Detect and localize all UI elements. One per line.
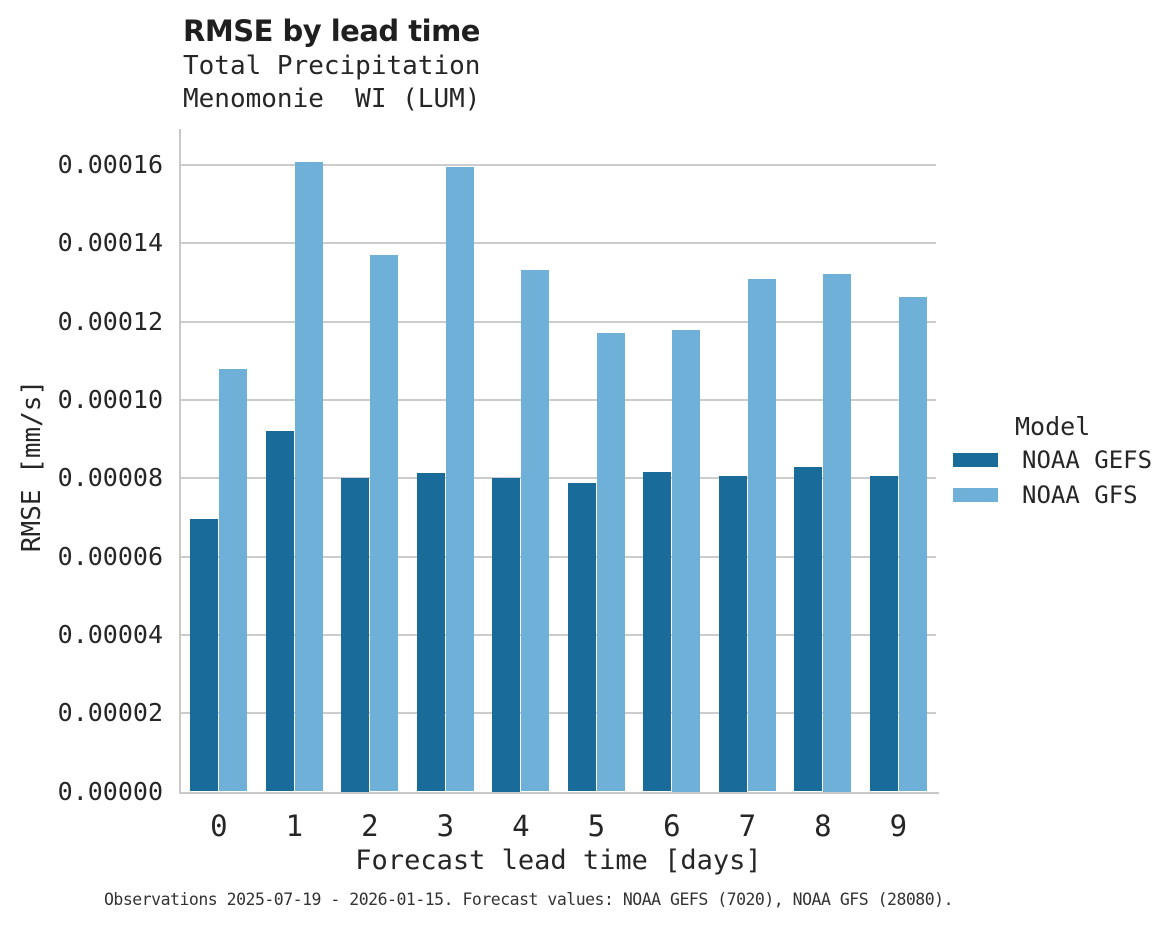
y-tick-label-0.00016: 0.00016 — [57, 150, 163, 179]
bar-noaa-gfs-lead-5 — [596, 333, 625, 792]
y-tick-label-0.00000: 0.00000 — [57, 776, 163, 806]
bar-noaa-gefs-lead-2 — [341, 477, 370, 792]
y-tick-label-0.00008: 0.00008 — [57, 463, 163, 493]
legend-item-noaa-gfs: NOAA GFS — [953, 477, 1168, 512]
x-axis-label: Forecast lead time [days] — [355, 845, 762, 876]
y-tick-label-0.00002: 0.00002 — [57, 698, 163, 728]
bar-noaa-gefs-lead-3 — [416, 473, 445, 792]
x-tick-label-9: 9 — [889, 809, 908, 843]
bar-noaa-gfs-lead-9 — [898, 296, 927, 792]
chart-title: RMSE by lead time — [183, 14, 480, 48]
legend-label-noaa-gfs: NOAA GFS — [1022, 480, 1138, 509]
x-tick-label-4: 4 — [512, 809, 530, 843]
gridline-0.00002 — [181, 712, 936, 715]
chart-subtitle-station: Menomonie WI (LUM) — [183, 84, 481, 114]
x-tick-label-2: 2 — [361, 809, 379, 843]
x-tick-label-7: 7 — [738, 809, 757, 843]
gridline-0.00006 — [181, 555, 936, 558]
bar-noaa-gefs-lead-7 — [718, 475, 747, 792]
bar-noaa-gfs-lead-7 — [747, 279, 776, 792]
x-tick-label-3: 3 — [436, 809, 455, 843]
bar-noaa-gfs-lead-1 — [294, 161, 323, 792]
bar-noaa-gfs-lead-0 — [219, 369, 248, 792]
bar-noaa-gefs-lead-0 — [190, 519, 219, 792]
legend-item-noaa-gefs: NOAA GEFS — [953, 442, 1168, 477]
y-tick-label-0.00014: 0.00014 — [57, 228, 163, 258]
legend-swatch-noaa-gefs — [953, 452, 998, 467]
y-tick-label-0.00006: 0.00006 — [57, 541, 163, 571]
legend-title: Model — [1015, 412, 1091, 441]
bar-noaa-gfs-lead-8 — [823, 273, 852, 792]
gridline-0.00016 — [181, 164, 936, 166]
bar-noaa-gfs-lead-3 — [445, 167, 474, 792]
x-tick-label-6: 6 — [663, 809, 681, 843]
gridline-0.00012 — [181, 320, 936, 323]
bar-noaa-gfs-lead-6 — [672, 329, 701, 792]
legend-swatch-noaa-gfs — [953, 487, 998, 502]
x-tick-label-5: 5 — [587, 809, 606, 843]
x-tick-label-0: 0 — [210, 809, 228, 843]
gridline-0.00004 — [181, 633, 936, 636]
gridline-0.00014 — [181, 242, 936, 245]
bar-noaa-gfs-lead-4 — [521, 269, 550, 792]
chart-subtitle-variable: Total Precipitation — [183, 51, 481, 81]
x-tick-label-1: 1 — [285, 809, 304, 843]
y-tick-label-0.00010: 0.00010 — [57, 385, 163, 414]
x-tick-label-8: 8 — [814, 809, 832, 843]
bar-noaa-gfs-lead-2 — [370, 254, 399, 792]
bar-noaa-gefs-lead-9 — [869, 476, 898, 792]
bar-noaa-gefs-lead-1 — [265, 431, 294, 792]
legend: Model NOAA GEFS NOAA GFS — [953, 412, 1168, 512]
bar-noaa-gefs-lead-8 — [794, 467, 823, 792]
bar-noaa-gefs-lead-4 — [492, 477, 521, 792]
legend-label-noaa-gefs: NOAA GEFS — [1022, 445, 1153, 474]
gridline-0.00008 — [181, 477, 936, 480]
y-tick-label-0.00012: 0.00012 — [57, 306, 163, 336]
y-axis-spine — [179, 129, 181, 794]
gridline-0.00010 — [181, 399, 936, 401]
bar-noaa-gefs-lead-6 — [643, 472, 672, 792]
bar-noaa-gefs-lead-5 — [567, 483, 596, 792]
y-tick-label-0.00004: 0.00004 — [57, 619, 163, 649]
x-axis-spine — [179, 791, 939, 794]
caption: Observations 2025-07-19 - 2026-01-15. Fo… — [104, 890, 954, 909]
